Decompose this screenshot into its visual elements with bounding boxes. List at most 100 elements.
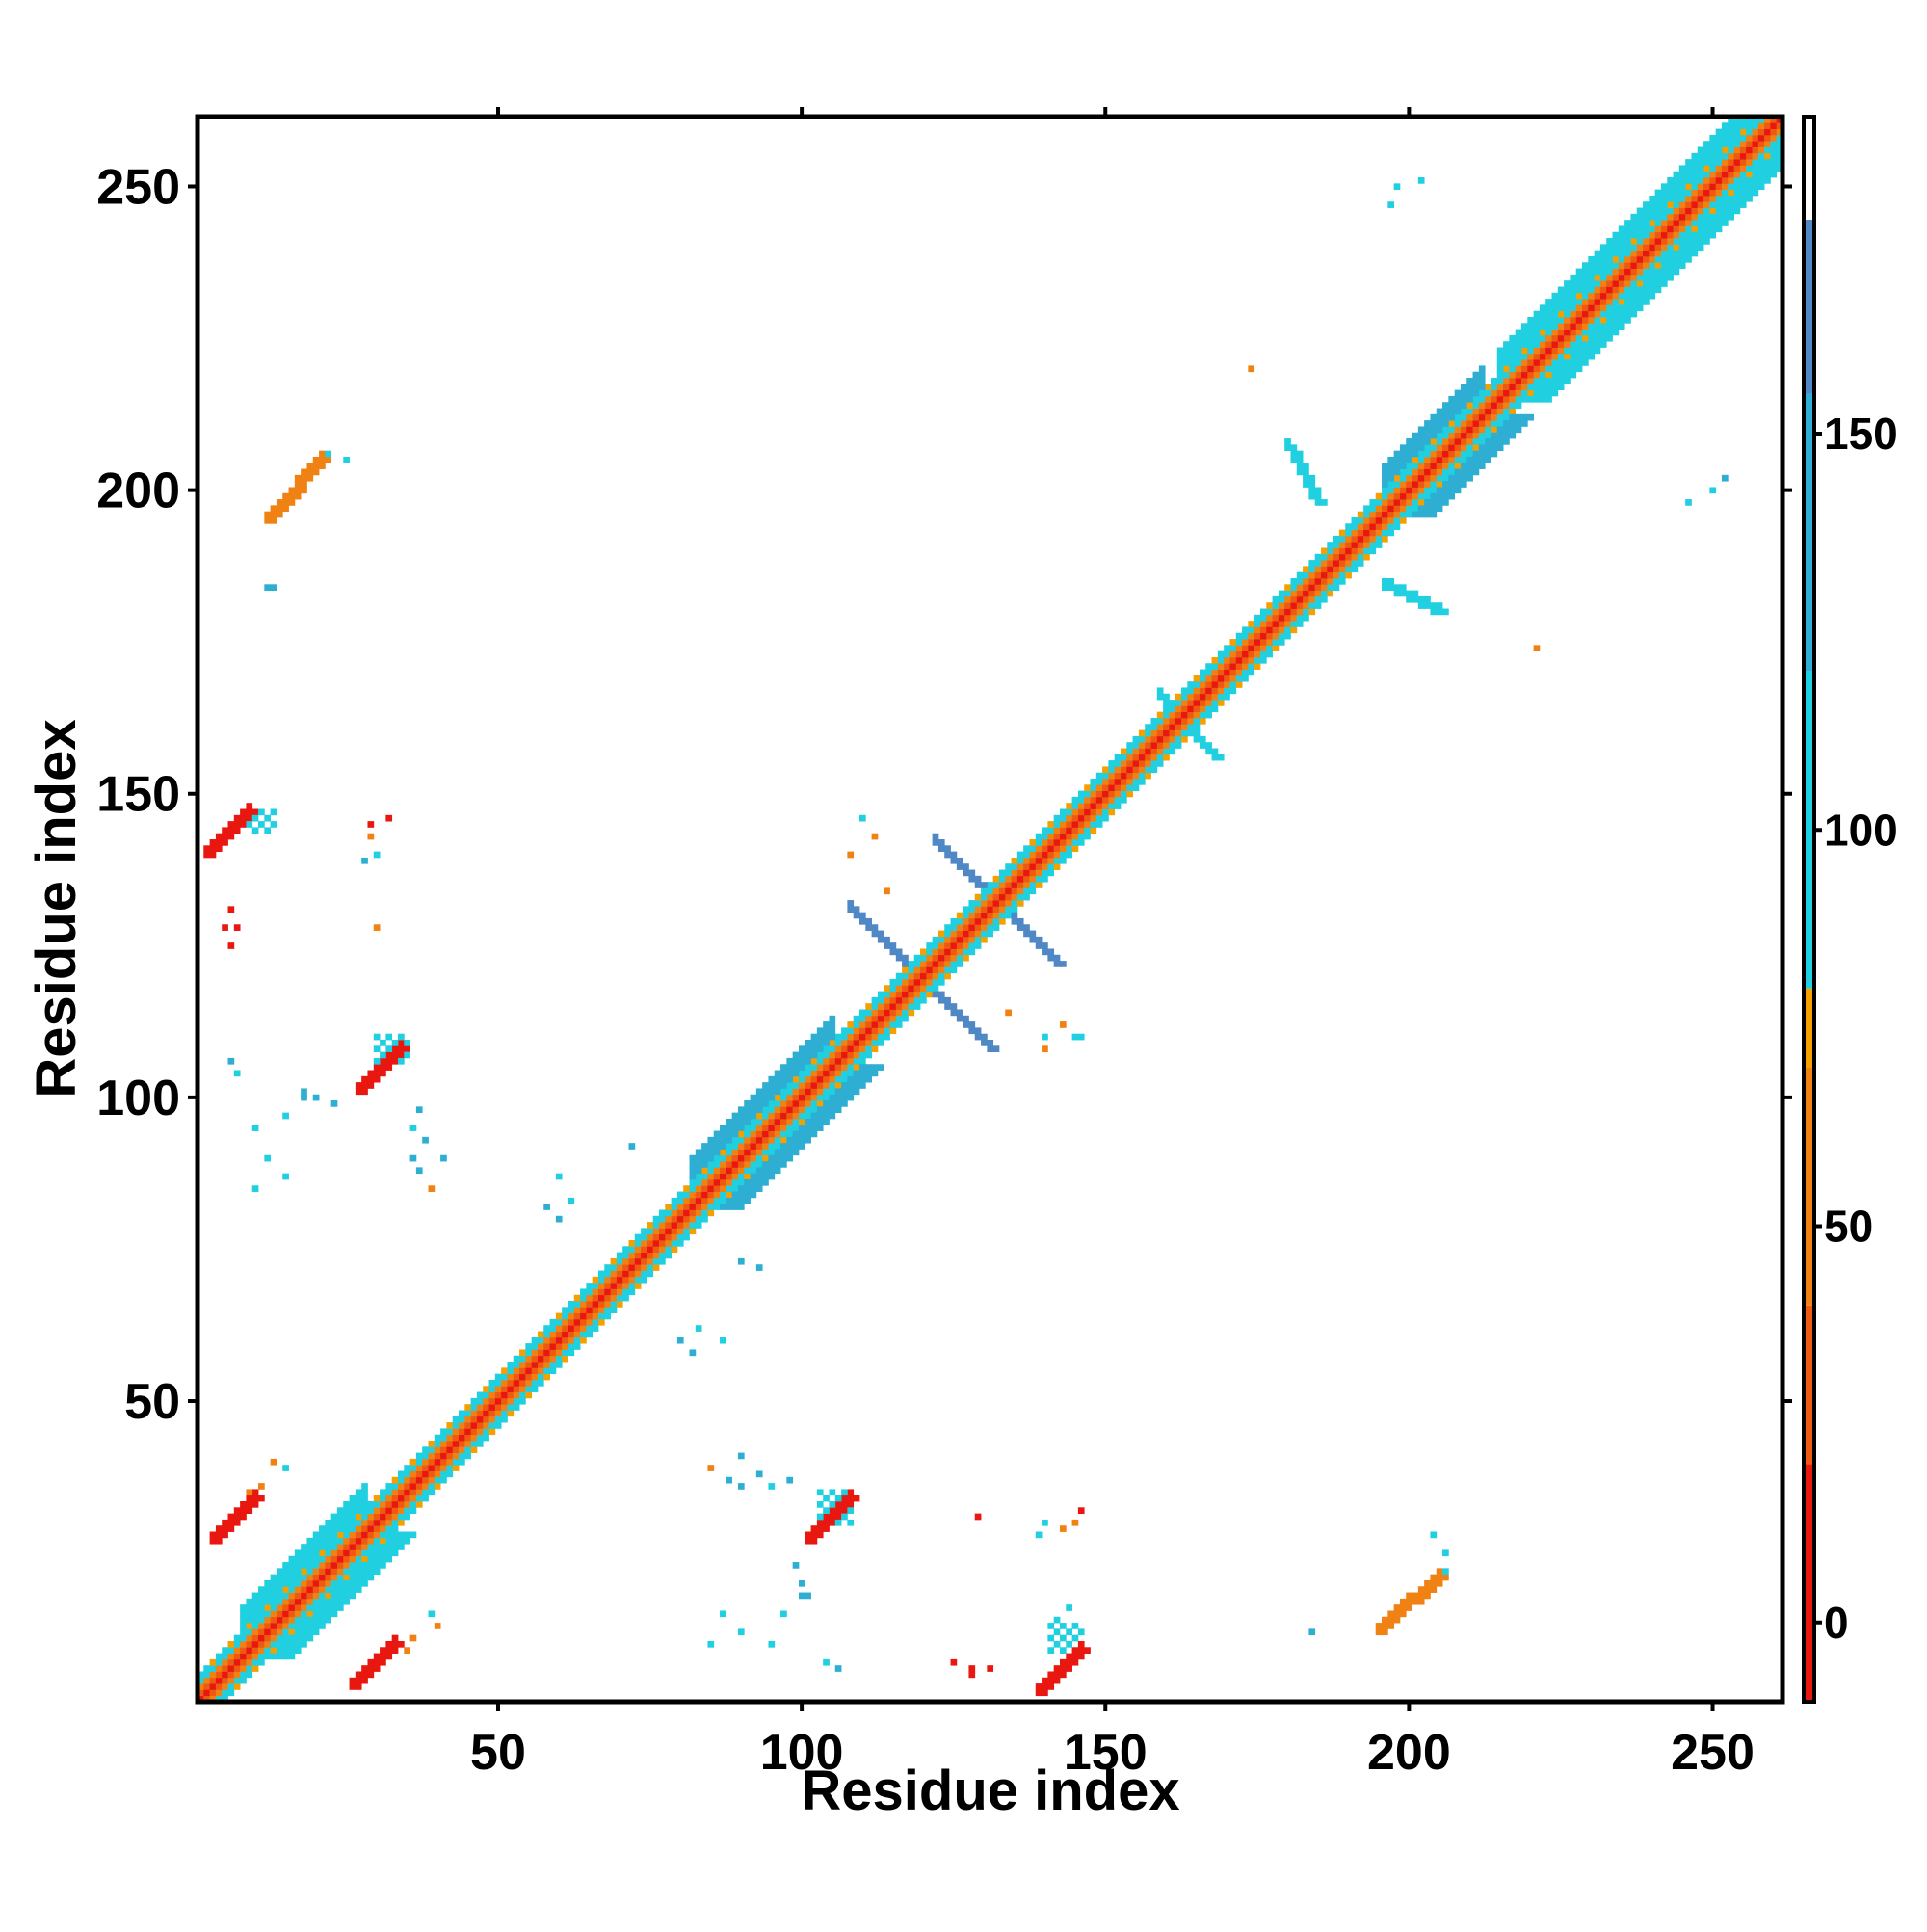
heatmap-cell [1496, 365, 1504, 373]
heatmap-cell [1466, 402, 1473, 409]
heatmap-cell [1296, 608, 1304, 616]
heatmap-cell [1193, 729, 1201, 737]
heatmap-cell [573, 1301, 581, 1308]
heatmap-cell [1290, 444, 1298, 452]
heatmap-cell [853, 1051, 860, 1059]
heatmap-cell [306, 1549, 314, 1557]
heatmap-cell [343, 1568, 350, 1575]
heatmap-cell [1248, 626, 1255, 634]
heatmap-cell [823, 1495, 830, 1502]
heatmap-cell [336, 1562, 344, 1569]
heatmap-cell [397, 1051, 405, 1059]
heatmap-cell [1121, 760, 1127, 767]
heatmap-cell [1199, 742, 1206, 749]
heatmap-cell [1503, 426, 1510, 434]
heatmap-cell [1187, 711, 1195, 719]
colorbar-band [1804, 219, 1814, 394]
heatmap-cell [343, 1537, 350, 1545]
heatmap-cell [1138, 760, 1146, 767]
heatmap-cell [829, 1064, 836, 1071]
heatmap-cell [713, 1167, 721, 1175]
heatmap-cell [1776, 165, 1783, 172]
heatmap-cell [1545, 384, 1552, 391]
heatmap-cell [1436, 450, 1443, 458]
colorbar-tick-label: 0 [1824, 1598, 1849, 1648]
heatmap-cell [1412, 463, 1419, 469]
heatmap-cell [264, 814, 272, 822]
heatmap-cell [1084, 1647, 1091, 1654]
heatmap-cell [950, 942, 958, 949]
heatmap-cell [1649, 213, 1656, 221]
heatmap-cell [586, 1288, 594, 1296]
heatmap-cell [920, 966, 927, 974]
heatmap-cell [974, 930, 982, 938]
heatmap-cell [1715, 220, 1723, 226]
heatmap-cell [1095, 790, 1103, 798]
heatmap-cell [932, 839, 939, 846]
heatmap-cell [992, 1045, 1000, 1053]
heatmap-cell [871, 1021, 879, 1028]
heatmap-cell [786, 1088, 794, 1096]
heatmap-cell [233, 1070, 241, 1077]
heatmap-cell [1424, 463, 1431, 469]
heatmap-cell [1606, 323, 1613, 330]
heatmap-cell [288, 1574, 296, 1581]
heatmap-cell [227, 906, 235, 913]
heatmap-cell [1059, 814, 1067, 822]
heatmap-cell [1333, 571, 1340, 579]
heatmap-cell [889, 991, 897, 998]
heatmap-cell [452, 1446, 460, 1453]
heatmap-cell [1764, 117, 1771, 123]
heatmap-cell [683, 1191, 690, 1199]
heatmap-cell [501, 1373, 508, 1381]
heatmap-cell [1442, 492, 1449, 500]
x-axis-label: Residue index [801, 1760, 1179, 1822]
heatmap-cell [1478, 389, 1486, 397]
heatmap-cell [312, 456, 320, 463]
heatmap-cell [816, 1094, 824, 1101]
heatmap-cell [762, 1112, 769, 1120]
heatmap-cell [1181, 717, 1188, 725]
heatmap-cell [1059, 1658, 1067, 1666]
heatmap-cell [1005, 875, 1012, 883]
heatmap-cell [361, 857, 368, 864]
heatmap-cell [1588, 347, 1596, 355]
heatmap-cell [1557, 359, 1565, 366]
heatmap-cell [1314, 566, 1322, 573]
heatmap-cell [1612, 329, 1620, 336]
heatmap-cell [246, 1634, 253, 1642]
heatmap-cell [755, 1161, 763, 1168]
heatmap-cell [902, 1003, 909, 1010]
heatmap-cell [628, 1270, 636, 1278]
heatmap-cell [361, 1489, 368, 1496]
heatmap-cell [762, 1082, 769, 1089]
heatmap-cell [294, 1616, 302, 1624]
heatmap-cell [1393, 584, 1401, 592]
heatmap-cell [731, 1118, 739, 1125]
heatmap-cell [1551, 304, 1559, 312]
heatmap-cell [1594, 334, 1601, 342]
heatmap-cell [1746, 195, 1753, 202]
heatmap-cell [992, 893, 1000, 901]
heatmap-cell [1770, 159, 1778, 166]
heatmap-cell [380, 1544, 386, 1550]
heatmap-cell [865, 1009, 872, 1017]
heatmap-cell [288, 1579, 296, 1587]
heatmap-cell [525, 1349, 533, 1357]
heatmap-cell [1406, 492, 1412, 500]
heatmap-cell [641, 1257, 647, 1265]
heatmap-cell [1351, 553, 1359, 561]
heatmap-cell [1697, 177, 1704, 184]
heatmap-cell [944, 930, 951, 938]
heatmap-cell [385, 1057, 393, 1065]
heatmap-cell [1764, 159, 1771, 166]
heatmap-cell [1193, 693, 1201, 701]
heatmap-cell [1259, 632, 1267, 640]
heatmap-cell [1564, 371, 1571, 379]
heatmap-cell [573, 1343, 581, 1350]
heatmap-cell [1071, 827, 1079, 834]
heatmap-cell [1545, 323, 1552, 330]
heatmap-cell [847, 1070, 855, 1077]
heatmap-cell [1564, 353, 1571, 360]
heatmap-cell [1715, 195, 1723, 202]
